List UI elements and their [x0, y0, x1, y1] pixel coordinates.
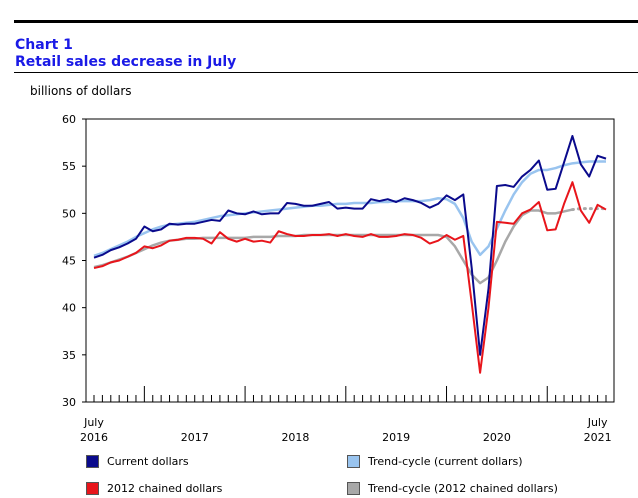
series-line-trend-cycle-2012-chained-dollars-dotted — [570, 207, 608, 212]
series-line-2012-chained-dollars — [93, 181, 607, 374]
x-tick-label: 2020 — [483, 431, 511, 444]
legend-item: Trend-cycle (2012 chained dollars) — [347, 482, 558, 495]
plot-frame — [85, 118, 615, 403]
y-tick-label: 40 — [62, 302, 76, 315]
legend-label: 2012 chained dollars — [107, 482, 223, 495]
legend-swatch — [86, 482, 99, 495]
chart-label: Chart 1 — [15, 37, 73, 53]
y-tick-label: 55 — [62, 160, 76, 173]
legend-item: Trend-cycle (current dollars) — [347, 455, 523, 468]
legend-label: Trend-cycle (current dollars) — [368, 455, 523, 468]
x-tick-label: 2019 — [382, 431, 410, 444]
y-unit-label: billions of dollars — [30, 84, 132, 98]
title-rule — [14, 72, 638, 73]
y-tick-label: 50 — [62, 207, 76, 220]
top-rule — [14, 20, 638, 23]
legend-label: Trend-cycle (2012 chained dollars) — [368, 482, 558, 495]
legend-swatch — [347, 482, 360, 495]
legend-swatch — [86, 455, 99, 468]
legend-label: Current dollars — [107, 455, 189, 468]
x-tick-label: 2021 — [584, 431, 612, 444]
y-tick-label: 30 — [62, 396, 76, 409]
x-tick-label: 2016 — [80, 431, 108, 444]
y-tick-label: 35 — [62, 349, 76, 362]
legend-swatch — [347, 455, 360, 468]
legend-item: 2012 chained dollars — [86, 482, 222, 495]
title-block: Chart 1 Retail sales decrease in July — [15, 37, 236, 71]
x-tick-label: 2018 — [281, 431, 309, 444]
y-tick-label: 60 — [62, 113, 76, 126]
x-tick-label: July — [587, 416, 608, 429]
series-line-current-dollars — [93, 134, 607, 356]
x-tick-label: 2017 — [181, 431, 209, 444]
x-tick-label: July — [83, 416, 104, 429]
legend-item: Current dollars — [86, 455, 189, 468]
chart-title: Retail sales decrease in July — [15, 54, 237, 70]
y-tick-label: 45 — [62, 255, 76, 268]
